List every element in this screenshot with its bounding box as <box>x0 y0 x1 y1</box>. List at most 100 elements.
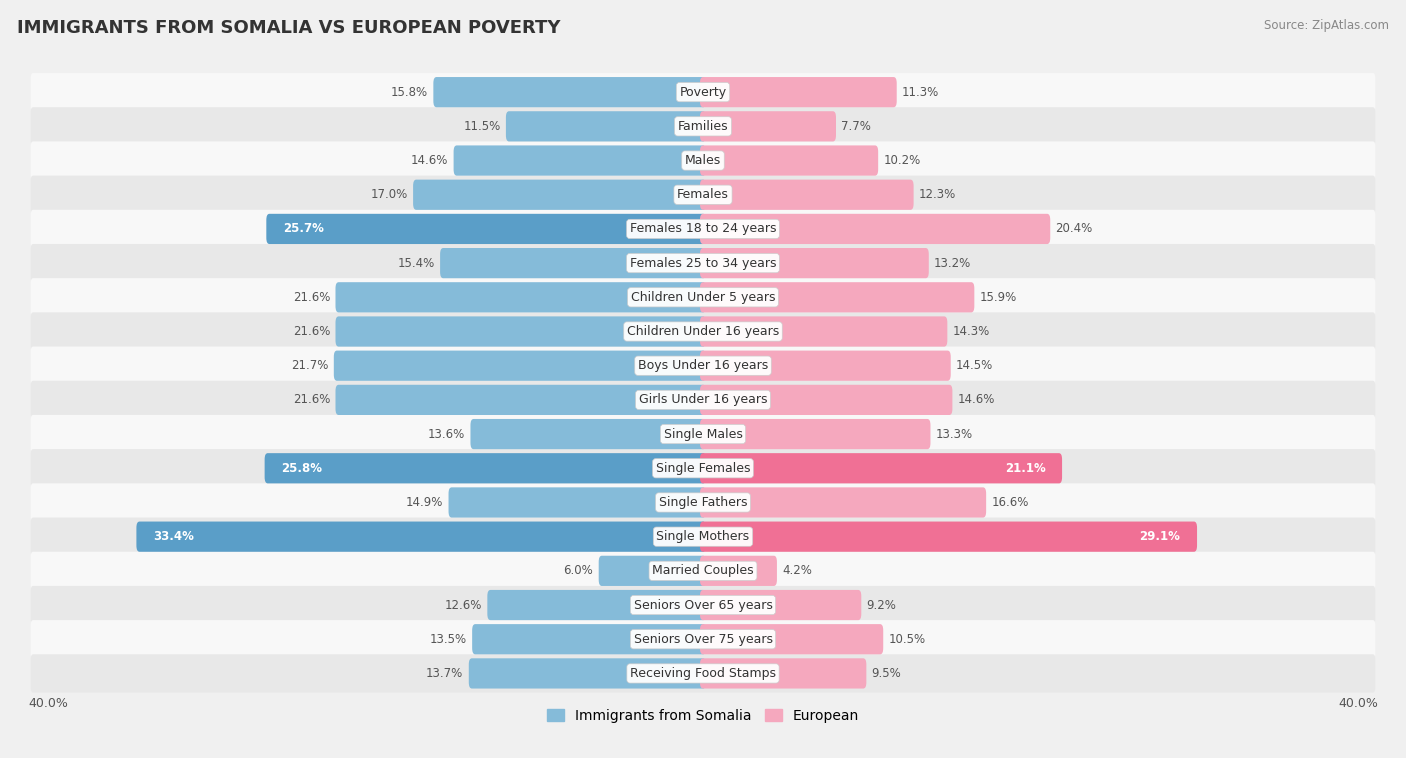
Text: 25.7%: 25.7% <box>283 222 323 236</box>
FancyBboxPatch shape <box>700 180 914 210</box>
Text: Children Under 16 years: Children Under 16 years <box>627 325 779 338</box>
Text: Seniors Over 75 years: Seniors Over 75 years <box>634 633 772 646</box>
Text: 11.3%: 11.3% <box>903 86 939 99</box>
FancyBboxPatch shape <box>471 419 706 449</box>
FancyBboxPatch shape <box>700 351 950 381</box>
Text: 15.4%: 15.4% <box>398 257 434 270</box>
FancyBboxPatch shape <box>31 312 1375 351</box>
FancyBboxPatch shape <box>472 624 706 654</box>
FancyBboxPatch shape <box>700 658 866 688</box>
FancyBboxPatch shape <box>700 316 948 346</box>
FancyBboxPatch shape <box>454 146 706 176</box>
Text: Girls Under 16 years: Girls Under 16 years <box>638 393 768 406</box>
FancyBboxPatch shape <box>31 620 1375 659</box>
Text: Females 18 to 24 years: Females 18 to 24 years <box>630 222 776 236</box>
Text: 17.0%: 17.0% <box>371 188 408 201</box>
FancyBboxPatch shape <box>440 248 706 278</box>
FancyBboxPatch shape <box>488 590 706 620</box>
Text: 7.7%: 7.7% <box>841 120 872 133</box>
Text: 4.2%: 4.2% <box>782 565 813 578</box>
Text: 12.6%: 12.6% <box>444 599 482 612</box>
FancyBboxPatch shape <box>700 282 974 312</box>
FancyBboxPatch shape <box>449 487 706 518</box>
FancyBboxPatch shape <box>266 214 706 244</box>
Text: 12.3%: 12.3% <box>920 188 956 201</box>
Text: Boys Under 16 years: Boys Under 16 years <box>638 359 768 372</box>
FancyBboxPatch shape <box>700 624 883 654</box>
FancyBboxPatch shape <box>700 214 1050 244</box>
Text: 40.0%: 40.0% <box>28 697 67 709</box>
FancyBboxPatch shape <box>700 556 778 586</box>
FancyBboxPatch shape <box>31 415 1375 453</box>
Text: 29.1%: 29.1% <box>1140 530 1181 543</box>
Text: 14.5%: 14.5% <box>956 359 993 372</box>
FancyBboxPatch shape <box>31 210 1375 248</box>
Text: 20.4%: 20.4% <box>1056 222 1092 236</box>
Text: 6.0%: 6.0% <box>564 565 593 578</box>
Text: 40.0%: 40.0% <box>1339 697 1378 709</box>
Text: 21.6%: 21.6% <box>292 325 330 338</box>
Text: Seniors Over 65 years: Seniors Over 65 years <box>634 599 772 612</box>
FancyBboxPatch shape <box>700 453 1062 484</box>
FancyBboxPatch shape <box>700 590 862 620</box>
Text: Single Mothers: Single Mothers <box>657 530 749 543</box>
Text: 13.3%: 13.3% <box>936 428 973 440</box>
FancyBboxPatch shape <box>413 180 706 210</box>
Text: 13.2%: 13.2% <box>934 257 972 270</box>
FancyBboxPatch shape <box>31 654 1375 693</box>
FancyBboxPatch shape <box>31 346 1375 385</box>
FancyBboxPatch shape <box>31 552 1375 590</box>
Text: 10.5%: 10.5% <box>889 633 925 646</box>
FancyBboxPatch shape <box>31 586 1375 624</box>
Text: Source: ZipAtlas.com: Source: ZipAtlas.com <box>1264 19 1389 32</box>
Text: Single Fathers: Single Fathers <box>659 496 747 509</box>
FancyBboxPatch shape <box>700 111 837 142</box>
FancyBboxPatch shape <box>31 518 1375 556</box>
Text: Females 25 to 34 years: Females 25 to 34 years <box>630 257 776 270</box>
FancyBboxPatch shape <box>31 176 1375 214</box>
Text: Receiving Food Stamps: Receiving Food Stamps <box>630 667 776 680</box>
FancyBboxPatch shape <box>468 658 706 688</box>
Text: 11.5%: 11.5% <box>464 120 501 133</box>
Text: Single Males: Single Males <box>664 428 742 440</box>
FancyBboxPatch shape <box>506 111 706 142</box>
FancyBboxPatch shape <box>433 77 706 108</box>
Text: 13.6%: 13.6% <box>427 428 465 440</box>
FancyBboxPatch shape <box>31 449 1375 487</box>
Text: 13.5%: 13.5% <box>430 633 467 646</box>
FancyBboxPatch shape <box>264 453 706 484</box>
FancyBboxPatch shape <box>336 385 706 415</box>
FancyBboxPatch shape <box>336 316 706 346</box>
Text: Married Couples: Married Couples <box>652 565 754 578</box>
Text: 15.9%: 15.9% <box>980 291 1017 304</box>
Text: 9.2%: 9.2% <box>866 599 897 612</box>
FancyBboxPatch shape <box>700 248 929 278</box>
Text: 33.4%: 33.4% <box>153 530 194 543</box>
FancyBboxPatch shape <box>333 351 706 381</box>
Text: 13.7%: 13.7% <box>426 667 464 680</box>
FancyBboxPatch shape <box>700 487 986 518</box>
FancyBboxPatch shape <box>700 146 879 176</box>
Text: 25.8%: 25.8% <box>281 462 322 475</box>
Text: 21.6%: 21.6% <box>292 393 330 406</box>
Text: 14.6%: 14.6% <box>411 154 449 167</box>
Text: 21.6%: 21.6% <box>292 291 330 304</box>
Text: Males: Males <box>685 154 721 167</box>
Text: 15.8%: 15.8% <box>391 86 427 99</box>
Text: 10.2%: 10.2% <box>883 154 921 167</box>
Legend: Immigrants from Somalia, European: Immigrants from Somalia, European <box>541 703 865 728</box>
Text: 14.3%: 14.3% <box>953 325 990 338</box>
FancyBboxPatch shape <box>700 385 952 415</box>
Text: Single Females: Single Females <box>655 462 751 475</box>
FancyBboxPatch shape <box>31 244 1375 282</box>
Text: 21.7%: 21.7% <box>291 359 329 372</box>
FancyBboxPatch shape <box>700 522 1197 552</box>
Text: 16.6%: 16.6% <box>991 496 1029 509</box>
FancyBboxPatch shape <box>31 484 1375 522</box>
Text: 14.9%: 14.9% <box>406 496 443 509</box>
FancyBboxPatch shape <box>599 556 706 586</box>
FancyBboxPatch shape <box>31 73 1375 111</box>
Text: Poverty: Poverty <box>679 86 727 99</box>
FancyBboxPatch shape <box>700 419 931 449</box>
FancyBboxPatch shape <box>31 278 1375 316</box>
